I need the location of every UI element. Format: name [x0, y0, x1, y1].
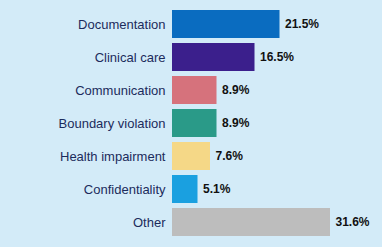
- svg-text:21.5%: 21.5%: [285, 17, 319, 31]
- svg-text:7.6%: 7.6%: [216, 149, 244, 163]
- svg-text:Other: Other: [133, 215, 166, 230]
- svg-text:31.6%: 31.6%: [336, 215, 370, 229]
- svg-text:Clinical care: Clinical care: [95, 50, 166, 65]
- svg-text:Documentation: Documentation: [78, 17, 165, 32]
- svg-text:Communication: Communication: [75, 83, 165, 98]
- svg-text:Confidentiality: Confidentiality: [84, 182, 166, 197]
- svg-text:16.5%: 16.5%: [260, 50, 294, 64]
- svg-text:8.9%: 8.9%: [222, 83, 250, 97]
- svg-text:5.1%: 5.1%: [203, 182, 231, 196]
- svg-text:Boundary violation: Boundary violation: [59, 116, 166, 131]
- svg-text:Health impairment: Health impairment: [60, 149, 166, 164]
- svg-text:8.9%: 8.9%: [222, 116, 250, 130]
